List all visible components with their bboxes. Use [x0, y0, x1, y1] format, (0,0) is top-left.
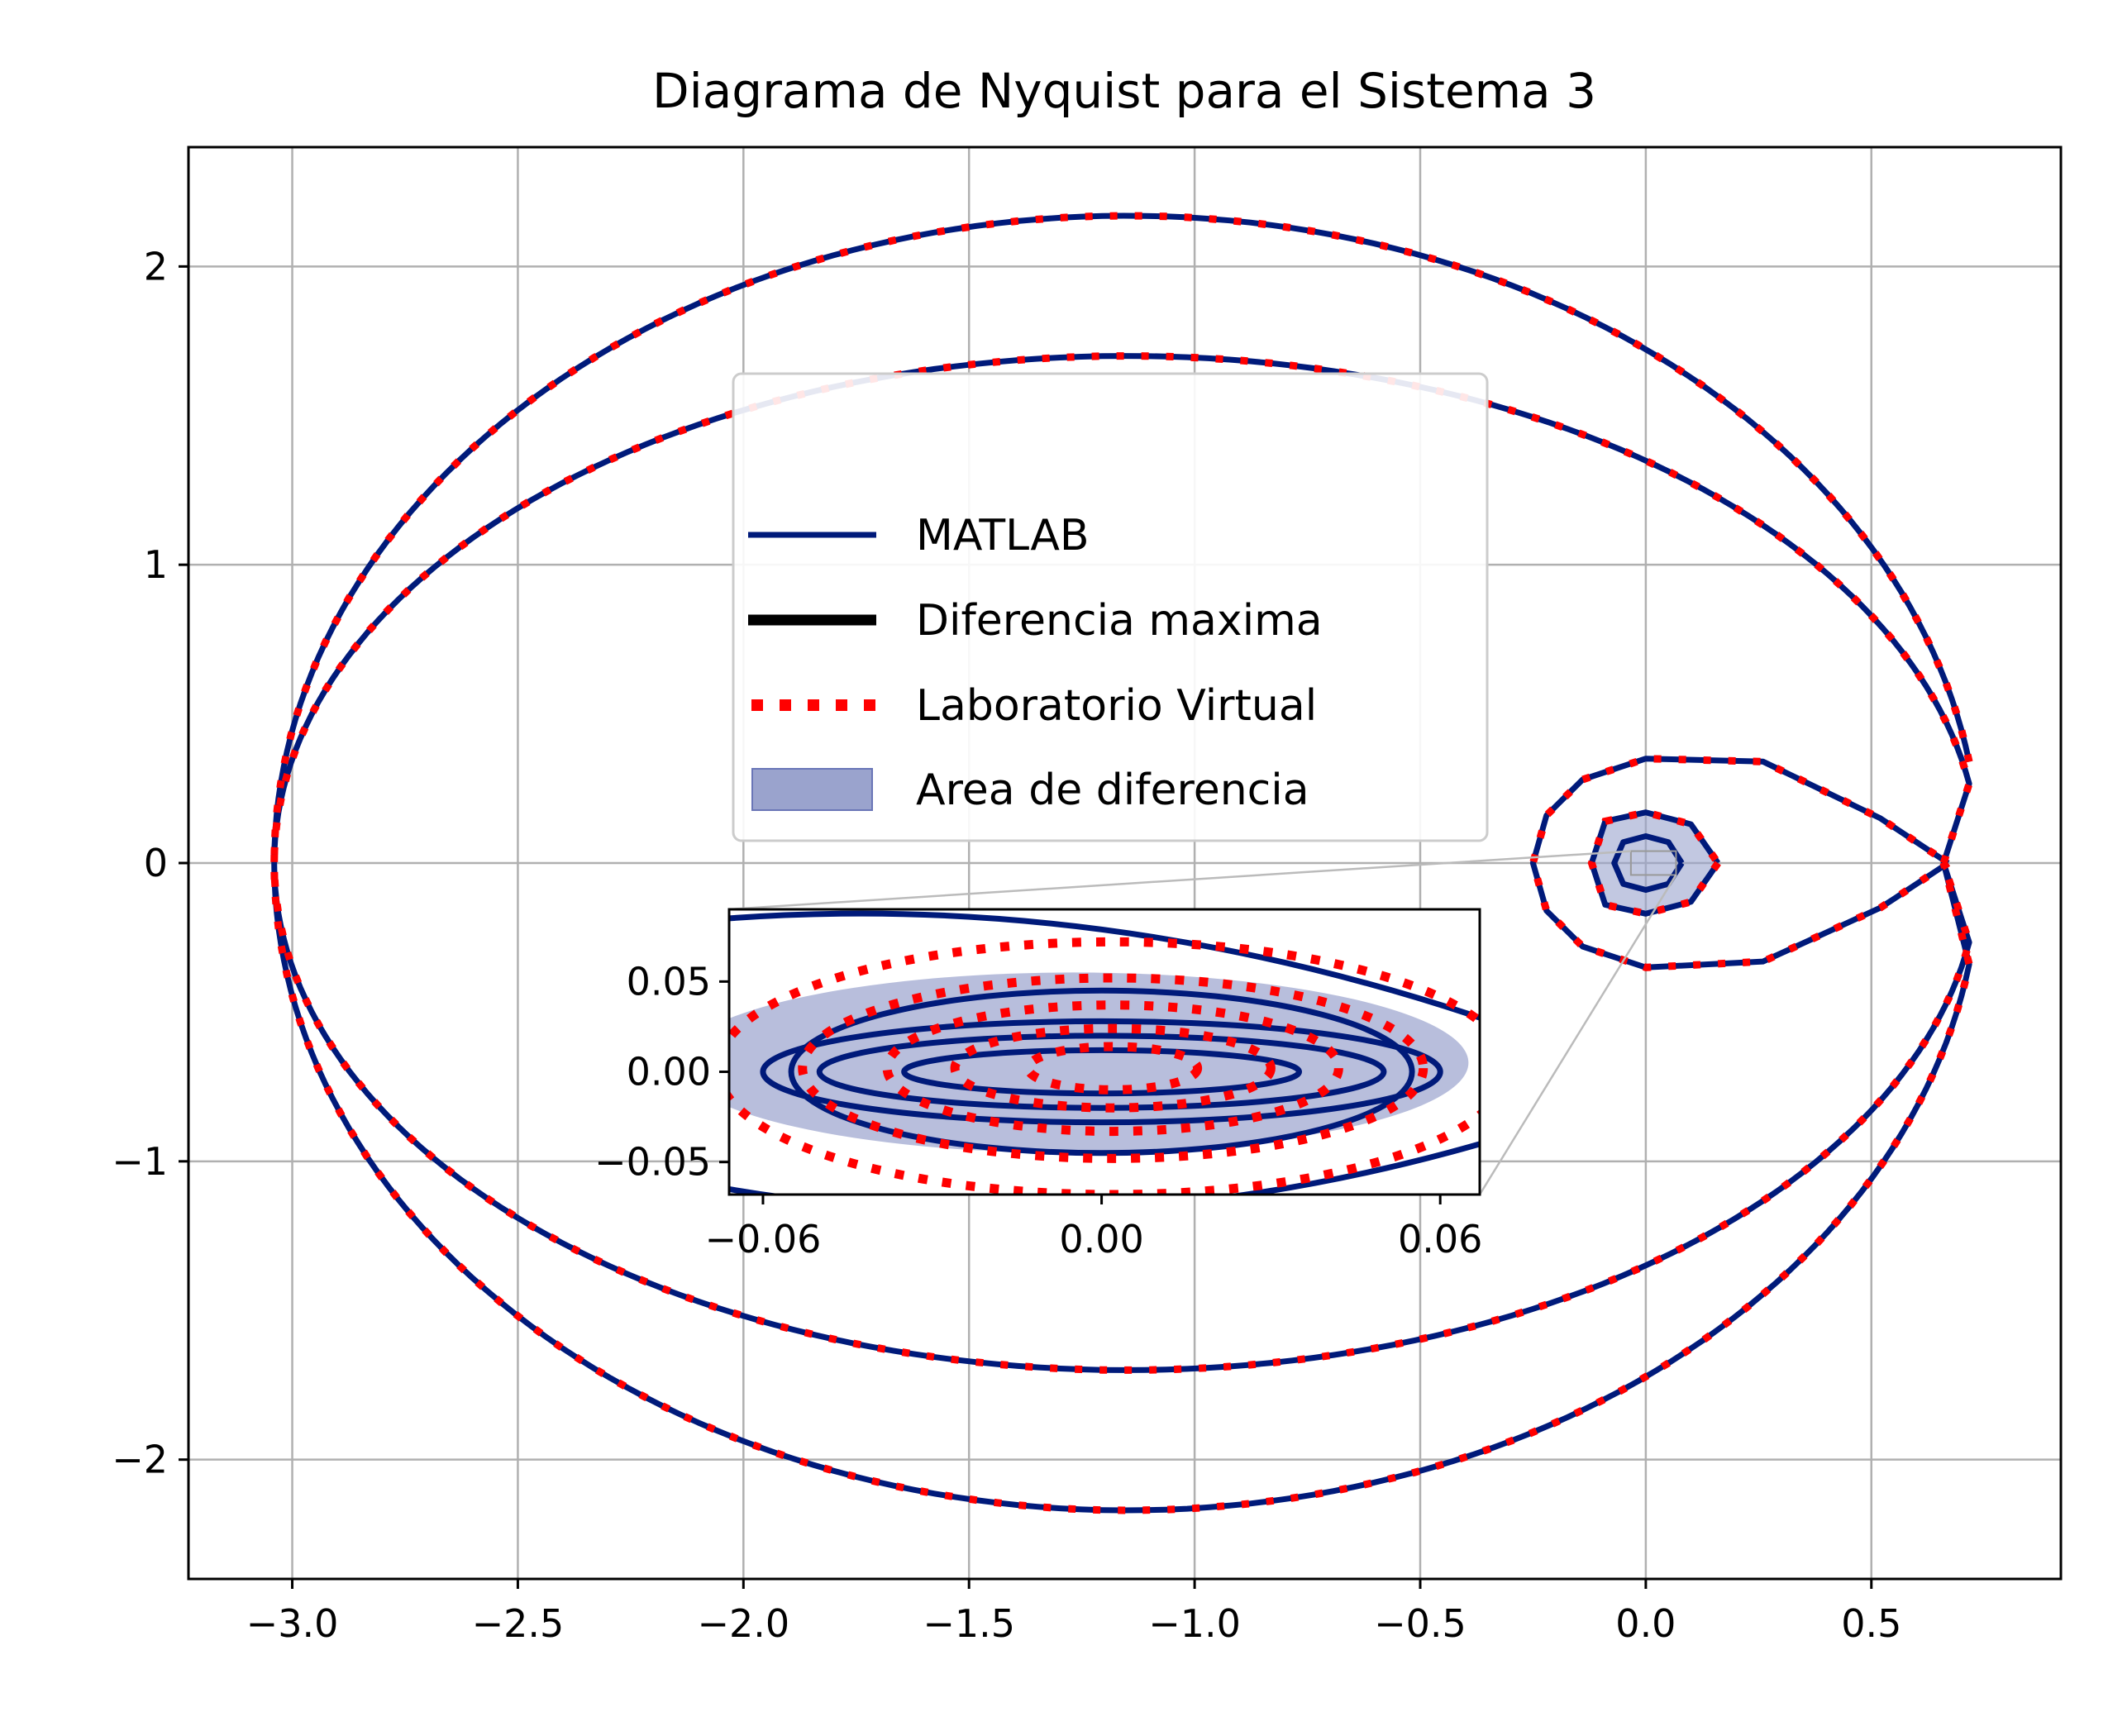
inset-lab-curve [798, 973, 1428, 1163]
legend-label: Diferencia maxima [916, 596, 1323, 646]
legend-label: Area de diferencia [916, 765, 1309, 815]
x-axis-ticks: −3.0 −2.5 −2.0 −1.5 −1.0 −0.5 0.0 0.5 [246, 1579, 1901, 1646]
inset-matlab-curve [729, 910, 1480, 1021]
inset-y-tick-label: 0.05 [627, 959, 711, 1004]
inset-matlab-curve [788, 987, 1415, 1157]
y-axis-ticks: 2 1 0 −1 −2 [112, 244, 188, 1482]
inset-y-ticks: 0.05 0.00 −0.05 [594, 959, 729, 1185]
x-tick-label: 0.5 [1841, 1601, 1901, 1646]
x-tick-label: −1.0 [1148, 1601, 1241, 1646]
inset-y-tick-label: −0.05 [594, 1140, 711, 1185]
inset-x-tick-label: −0.06 [704, 1217, 821, 1261]
x-tick-label: −2.0 [697, 1601, 789, 1646]
inset-x-ticks: −0.06 0.00 0.06 [704, 1195, 1482, 1261]
legend: MATLAB Diferencia maxima Laboratorio Virtu… [732, 372, 1489, 842]
x-tick-label: −1.5 [923, 1601, 1015, 1646]
x-tick-label: −3.0 [246, 1601, 339, 1646]
inset-frame [727, 908, 1481, 1196]
main-grid [188, 147, 2061, 1579]
y-tick-label: 2 [144, 244, 168, 289]
inset-matlab-curve [760, 1018, 1443, 1126]
inset-connectors [728, 850, 1677, 1195]
inset-matlab-curve [816, 1033, 1387, 1111]
inset-connector-top [728, 850, 1631, 911]
y-tick-label: 0 [144, 841, 168, 885]
inset-lab-curve [1023, 1042, 1203, 1095]
main-series [270, 212, 1973, 1514]
matlab-curve [1529, 756, 1950, 971]
difference-area [1591, 812, 1719, 914]
inset-lab-curve [882, 1000, 1343, 1137]
legend-label: Laboratorio Virtual [916, 681, 1317, 731]
y-tick-label: −2 [112, 1438, 168, 1482]
matlab-curve [271, 212, 1972, 1514]
y-tick-label: −1 [112, 1139, 168, 1184]
inset-matlab-curve [729, 1141, 1480, 1195]
legend-frame [732, 372, 1489, 842]
x-tick-label: 0.0 [1615, 1601, 1676, 1646]
inset-x-tick-label: 0.06 [1398, 1217, 1482, 1261]
zoom-region [1629, 850, 1677, 876]
x-tick-label: −2.5 [472, 1601, 565, 1646]
zoom-inset: −0.06 0.00 0.06 0.05 0.00 −0.05 [594, 908, 1482, 1261]
inset-y-tick-label: 0.00 [627, 1050, 711, 1095]
legend-label: MATLAB [916, 511, 1090, 560]
y-tick-label: 1 [144, 542, 168, 587]
lab-virtual-curve [1587, 808, 1721, 918]
inset-connector-bottom [1478, 874, 1677, 1195]
x-tick-label: −0.5 [1374, 1601, 1467, 1646]
chart-title: Diagrama de Nyquist para el Sistema 3 [652, 63, 1596, 119]
matlab-curve [1611, 833, 1685, 893]
legend-swatch-area [751, 768, 873, 811]
inset-lab-curve [950, 1023, 1276, 1113]
inset-x-tick-label: 0.00 [1059, 1217, 1143, 1261]
